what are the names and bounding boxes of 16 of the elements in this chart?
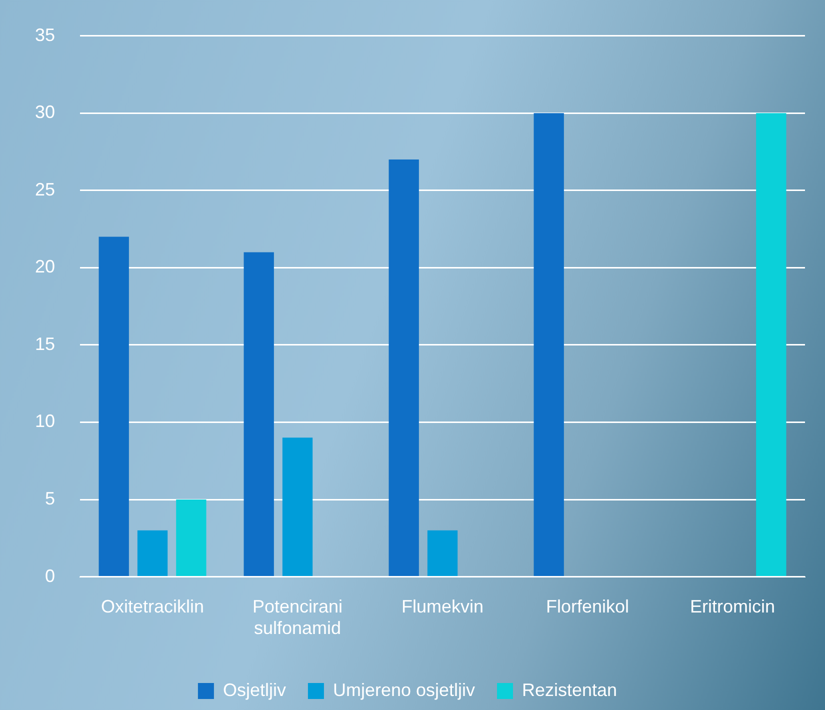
y-tick-label: 35 xyxy=(34,24,56,45)
legend-label: Rezistentan xyxy=(522,680,618,700)
y-tick-label: 0 xyxy=(45,566,56,586)
x-tick-label: Potencirani sulfonamid xyxy=(252,596,343,638)
legend-label: Osjetljiv xyxy=(222,680,286,700)
x-tick-label: Florfenikol xyxy=(546,596,630,617)
legend-label: Umjereno osjetljiv xyxy=(332,680,476,700)
y-tick-label: 15 xyxy=(34,334,56,354)
x-tick-label: Flumekvin xyxy=(401,596,484,617)
x-tick-label: Eritromicin xyxy=(690,596,776,617)
y-tick-label: 25 xyxy=(34,179,56,200)
y-tick-label: 30 xyxy=(34,102,56,122)
x-tick-label: Oxitetraciklin xyxy=(101,596,204,617)
y-tick-label: 5 xyxy=(45,488,56,508)
y-tick-label: 10 xyxy=(34,411,56,432)
y-tick-label: 20 xyxy=(34,256,56,277)
